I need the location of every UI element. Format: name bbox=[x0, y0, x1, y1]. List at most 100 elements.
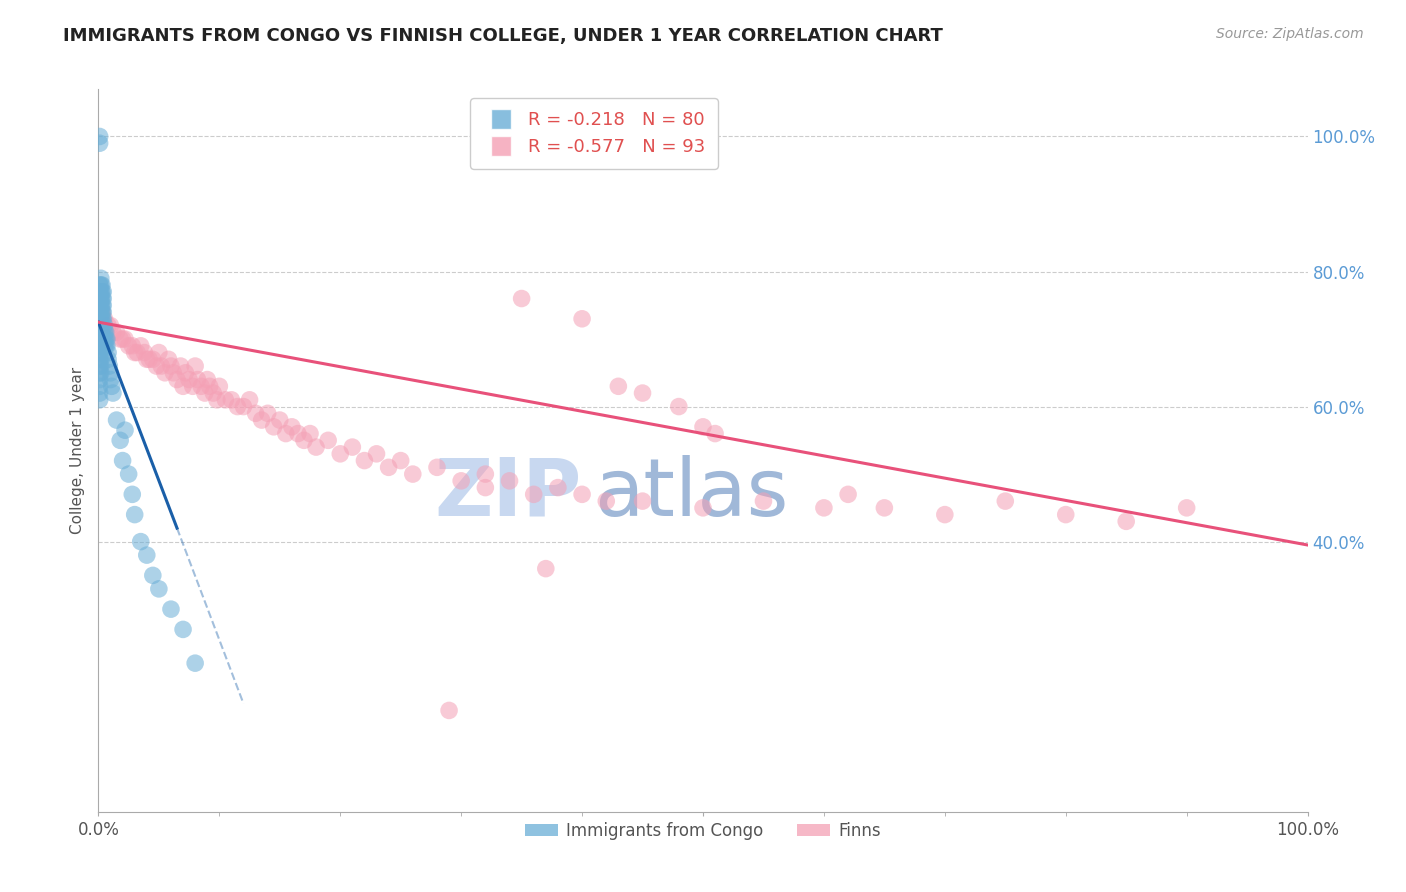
Point bbox=[94, 339, 117, 353]
Point bbox=[91, 305, 114, 319]
Point bbox=[90, 298, 112, 312]
Point bbox=[89, 311, 111, 326]
Text: ZIP: ZIP bbox=[434, 455, 582, 533]
Point bbox=[157, 352, 180, 367]
Point bbox=[274, 426, 297, 441]
Point bbox=[90, 292, 112, 306]
Point bbox=[89, 359, 111, 373]
Point bbox=[91, 311, 114, 326]
Point bbox=[631, 494, 654, 508]
Point bbox=[437, 703, 460, 717]
Text: IMMIGRANTS FROM CONGO VS FINNISH COLLEGE, UNDER 1 YEAR CORRELATION CHART: IMMIGRANTS FROM CONGO VS FINNISH COLLEGE… bbox=[63, 27, 943, 45]
Point bbox=[299, 426, 322, 441]
Point bbox=[226, 400, 249, 414]
Point bbox=[142, 568, 165, 582]
Point bbox=[89, 332, 111, 346]
Point bbox=[121, 487, 143, 501]
Point bbox=[94, 332, 117, 346]
Point bbox=[90, 278, 112, 293]
Point bbox=[169, 359, 191, 373]
Point bbox=[118, 467, 141, 481]
Point bbox=[105, 413, 128, 427]
Point bbox=[111, 453, 134, 467]
Point bbox=[111, 332, 134, 346]
Point bbox=[94, 326, 117, 340]
Point bbox=[934, 508, 956, 522]
Point bbox=[89, 136, 111, 151]
Point bbox=[89, 318, 111, 333]
Point bbox=[202, 386, 225, 401]
Point bbox=[90, 332, 112, 346]
Point bbox=[208, 379, 231, 393]
Point bbox=[172, 379, 194, 393]
Point bbox=[153, 366, 176, 380]
Point bbox=[91, 285, 114, 299]
Point bbox=[166, 373, 188, 387]
Point bbox=[124, 345, 146, 359]
Point bbox=[534, 561, 557, 575]
Point bbox=[813, 500, 835, 515]
Point bbox=[179, 373, 201, 387]
Point bbox=[510, 292, 533, 306]
Point bbox=[108, 434, 131, 448]
Point bbox=[172, 623, 194, 637]
Point bbox=[160, 602, 183, 616]
Point bbox=[205, 392, 228, 407]
Point bbox=[90, 305, 112, 319]
Point bbox=[89, 285, 111, 299]
Point bbox=[145, 359, 167, 373]
Point bbox=[181, 379, 204, 393]
Point bbox=[89, 345, 111, 359]
Point bbox=[93, 339, 115, 353]
Point bbox=[523, 487, 546, 501]
Point bbox=[90, 345, 112, 359]
Point bbox=[198, 379, 221, 393]
Point bbox=[1054, 508, 1077, 522]
Point bbox=[91, 292, 114, 306]
Point bbox=[91, 292, 114, 306]
Point bbox=[187, 373, 209, 387]
Point bbox=[631, 386, 654, 401]
Point bbox=[89, 298, 111, 312]
Point bbox=[194, 386, 217, 401]
Point bbox=[91, 332, 114, 346]
Point bbox=[90, 359, 112, 373]
Point bbox=[426, 460, 449, 475]
Point bbox=[90, 318, 112, 333]
Point bbox=[129, 534, 152, 549]
Point bbox=[91, 326, 114, 340]
Point bbox=[101, 326, 124, 340]
Point bbox=[174, 366, 197, 380]
Point bbox=[90, 285, 112, 299]
Point bbox=[108, 332, 131, 346]
Point bbox=[89, 339, 111, 353]
Point bbox=[353, 453, 375, 467]
Point bbox=[316, 434, 339, 448]
Point bbox=[89, 392, 111, 407]
Text: Source: ZipAtlas.com: Source: ZipAtlas.com bbox=[1216, 27, 1364, 41]
Point bbox=[89, 129, 111, 144]
Point bbox=[100, 373, 122, 387]
Point bbox=[101, 386, 124, 401]
Point bbox=[129, 339, 152, 353]
Point bbox=[305, 440, 328, 454]
Point bbox=[184, 656, 207, 670]
Point bbox=[402, 467, 425, 481]
Point bbox=[547, 481, 569, 495]
Point bbox=[450, 474, 472, 488]
Point bbox=[105, 326, 128, 340]
Point bbox=[89, 373, 111, 387]
Legend: Immigrants from Congo, Finns: Immigrants from Congo, Finns bbox=[517, 815, 889, 847]
Point bbox=[184, 359, 207, 373]
Point bbox=[89, 366, 111, 380]
Point bbox=[100, 318, 122, 333]
Point bbox=[150, 359, 173, 373]
Point bbox=[100, 366, 122, 380]
Point bbox=[692, 500, 714, 515]
Point bbox=[366, 447, 388, 461]
Point bbox=[97, 345, 120, 359]
Y-axis label: College, Under 1 year: College, Under 1 year bbox=[69, 367, 84, 534]
Point bbox=[91, 318, 114, 333]
Point bbox=[89, 386, 111, 401]
Point bbox=[118, 339, 141, 353]
